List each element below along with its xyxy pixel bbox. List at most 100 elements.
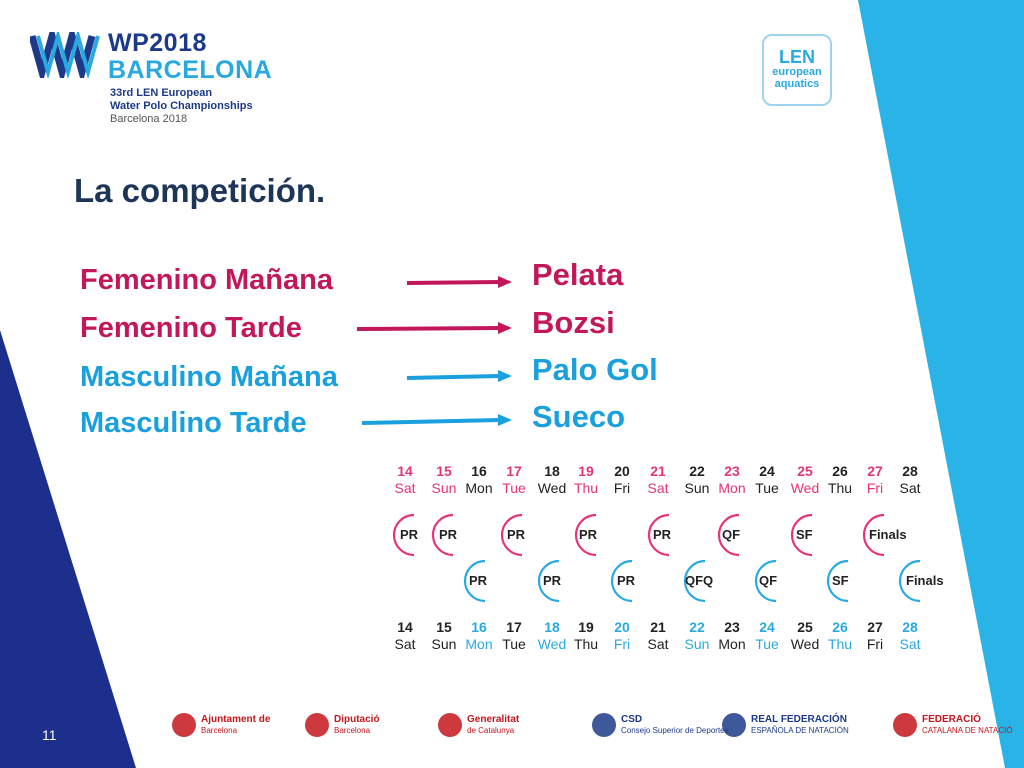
stage-arc	[574, 513, 597, 557]
weekday: Sat	[647, 636, 669, 652]
event-city: BARCELONA	[108, 56, 273, 84]
calendar-date: 24 Tue	[747, 463, 787, 497]
calendar-date: 26 Thu	[820, 463, 860, 497]
logo-line: de Catalunya	[467, 726, 515, 735]
logo-line: Barcelona	[334, 726, 371, 735]
weekday: Tue	[755, 636, 779, 652]
weekday: Fri	[866, 636, 884, 652]
weekday: Sat	[899, 636, 921, 652]
calendar-date: 18 Wed	[532, 619, 572, 653]
logo-line: Consejo Superior de Deportes	[621, 726, 729, 735]
stage-label: PR	[579, 527, 598, 542]
diputacio-barcelona-logo: Diputació Barcelona	[305, 708, 380, 742]
stage-label: QF	[759, 573, 778, 588]
weekday: Fri	[866, 480, 884, 496]
stage-label: PR	[543, 573, 562, 588]
stage-arc	[826, 559, 849, 603]
calendar-date: 25 Wed	[785, 463, 825, 497]
date-number: 26	[832, 463, 848, 479]
emblem-icon	[893, 713, 917, 737]
arrow-icon	[406, 370, 512, 382]
weekday: Wed	[790, 480, 820, 496]
weekday: Thu	[573, 636, 599, 652]
logo-text: CSD Consejo Superior de Deportes	[621, 714, 729, 736]
slide-title: La competición.	[74, 172, 326, 209]
weekday: Sun	[431, 480, 457, 496]
weekday: Thu	[573, 480, 599, 496]
calendar-date: 19 Thu	[566, 619, 606, 653]
logo-text: REAL FEDERACIÓN ESPAÑOLA DE NATACIÓN	[751, 714, 849, 736]
stage-arc	[500, 513, 523, 557]
category-label: Femenino Tarde	[80, 312, 302, 344]
date-number: 28	[902, 619, 918, 635]
arrow-icon	[361, 414, 512, 426]
date-number: 27	[867, 619, 883, 635]
stage-arc	[754, 559, 777, 603]
emblem-icon	[592, 713, 616, 737]
calendar-date: 20 Fri	[602, 619, 642, 653]
venue-label: Pelata	[532, 257, 624, 292]
logo-text: Generalitat de Catalunya	[467, 714, 519, 736]
date-number: 14	[397, 463, 413, 479]
logo-line: ESPAÑOLA DE NATACIÓN	[751, 726, 849, 735]
event-line1: 33rd LEN European	[110, 87, 213, 99]
calendar-date: 17 Tue	[494, 463, 534, 497]
stage-arc	[862, 513, 885, 557]
csd-logo: CSD Consejo Superior de Deportes	[592, 708, 729, 742]
len-line2: aquatics	[774, 78, 820, 90]
stage-label: SF	[796, 527, 813, 542]
date-number: 17	[506, 619, 522, 635]
stage-label: SF	[832, 573, 849, 588]
calendar-date: 28 Sat	[890, 619, 930, 653]
event-line3: Barcelona 2018	[110, 113, 188, 125]
page-number: 11	[42, 727, 57, 743]
date-number: 19	[578, 463, 594, 479]
weekday: Tue	[502, 636, 526, 652]
weekday: Sat	[647, 480, 669, 496]
stage-label: PR	[507, 527, 526, 542]
stage-label: QFQ	[685, 573, 714, 588]
stage-arc	[537, 559, 560, 603]
calendar-date: 15 Sun	[424, 619, 464, 653]
logo-line: REAL FEDERACIÓN	[751, 714, 847, 725]
arrow-icon	[406, 276, 512, 288]
category-label: Masculino Tarde	[80, 407, 307, 439]
weekday: Sat	[394, 636, 416, 652]
stage-label: Finals	[869, 527, 907, 542]
calendar-date: 27 Fri	[855, 619, 895, 653]
ajuntament-barcelona-logo: Ajuntament de Barcelona	[172, 708, 270, 742]
weekday: Sun	[684, 480, 710, 496]
logo-line: Ajuntament de	[201, 714, 271, 725]
calendar-date: 17 Tue	[494, 619, 534, 653]
date-number: 19	[578, 619, 594, 635]
date-number: 15	[436, 463, 452, 479]
stage-label: PR	[400, 527, 419, 542]
weekday: Mon	[718, 636, 746, 652]
logo-text: Ajuntament de Barcelona	[201, 714, 270, 736]
stage-arc	[790, 513, 813, 557]
logo-line: CSD	[621, 714, 643, 725]
date-number: 20	[614, 619, 630, 635]
wp-mark-icon	[30, 32, 100, 78]
weekday: Wed	[537, 636, 567, 652]
date-number: 21	[650, 463, 666, 479]
weekday: Wed	[790, 636, 820, 652]
len-european-aquatics-logo: LEN european aquatics	[762, 34, 832, 106]
weekday: Thu	[827, 636, 853, 652]
calendar-date: 23 Mon	[712, 463, 752, 497]
date-number: 22	[689, 463, 705, 479]
stage-label: PR	[469, 573, 488, 588]
calendar-date: 26 Thu	[820, 619, 860, 653]
logo-text: FEDERACIÓ CATALANA DE NATACIÓ	[922, 714, 1013, 736]
calendar-date: 15 Sun	[424, 463, 464, 497]
date-number: 16	[471, 463, 487, 479]
date-number: 27	[867, 463, 883, 479]
date-number: 26	[832, 619, 848, 635]
stage-arc	[610, 559, 633, 603]
weekday: Fri	[613, 480, 631, 496]
calendar-date: 18 Wed	[532, 463, 572, 497]
category-label: Masculino Mañana	[80, 361, 338, 393]
weekday: Mon	[465, 636, 493, 652]
